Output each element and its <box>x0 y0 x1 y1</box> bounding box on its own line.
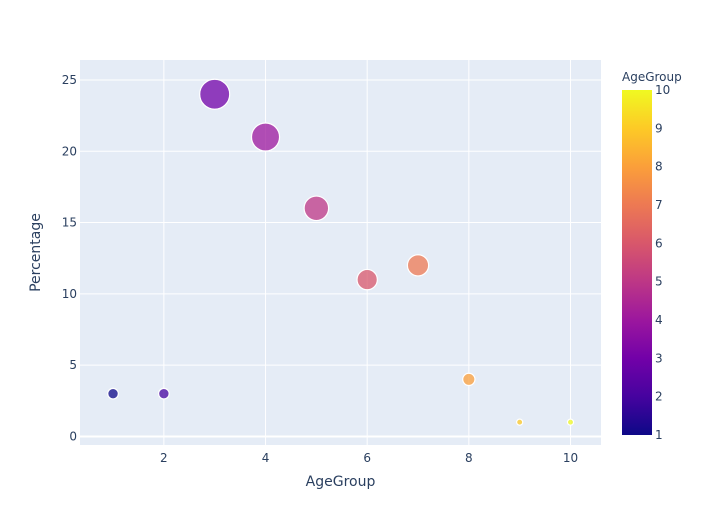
data-point[interactable] <box>107 387 119 400</box>
data-point[interactable] <box>356 268 378 291</box>
x-tick-label: 2 <box>160 451 168 465</box>
y-axis-ticks: 0 5 10 15 20 25 <box>62 73 77 443</box>
data-point[interactable] <box>566 418 575 426</box>
x-tick-label: 8 <box>465 451 473 465</box>
colorbar-tick-label: 6 <box>655 236 663 250</box>
colorbar-title: AgeGroup <box>622 70 682 84</box>
colorbar-ticks: 1 2 3 4 5 6 7 8 9 10 <box>655 83 670 442</box>
data-point[interactable] <box>462 372 476 387</box>
colorbar-tick-label: 3 <box>655 351 663 365</box>
colorbar-tick-label: 4 <box>655 313 663 327</box>
data-point[interactable] <box>199 78 231 110</box>
data-point[interactable] <box>303 195 330 222</box>
y-axis-title: Percentage <box>28 213 44 292</box>
colorbar-tick-label: 5 <box>655 275 663 289</box>
data-point[interactable] <box>406 254 430 277</box>
colorbar-tick-label: 8 <box>655 160 663 174</box>
colorbar-tick-label: 7 <box>655 198 663 212</box>
colorbar-tick-label: 10 <box>655 83 670 97</box>
y-tick-label: 15 <box>62 216 77 230</box>
y-tick-label: 0 <box>69 429 77 443</box>
colorbar-tick-label: 9 <box>655 121 663 135</box>
y-tick-label: 25 <box>62 73 77 87</box>
data-point[interactable] <box>250 122 281 152</box>
x-tick-label: 4 <box>262 451 270 465</box>
x-axis-ticks: 2 4 6 8 10 <box>160 451 578 465</box>
y-tick-label: 5 <box>69 358 77 372</box>
colorbar-tick-label: 2 <box>655 390 663 404</box>
data-point[interactable] <box>516 418 524 426</box>
y-tick-label: 10 <box>62 287 77 301</box>
data-point[interactable] <box>157 387 170 400</box>
colorbar-tick-label: 1 <box>655 428 663 442</box>
x-tick-label: 10 <box>563 451 578 465</box>
x-tick-label: 6 <box>363 451 371 465</box>
colorbar <box>622 90 652 435</box>
data-points <box>107 78 575 426</box>
y-tick-label: 20 <box>62 144 77 158</box>
plot-area <box>80 60 601 445</box>
x-axis-title: AgeGroup <box>306 474 376 490</box>
